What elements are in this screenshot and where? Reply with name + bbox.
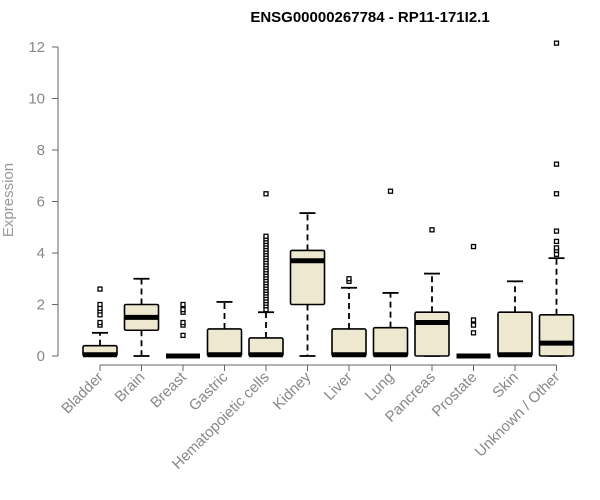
- x-tick-label: Bladder: [58, 369, 107, 418]
- box-liver: [331, 276, 367, 358]
- outlier-point: [553, 245, 560, 251]
- y-tick-label: 2: [37, 297, 45, 314]
- outlier-point: [263, 233, 269, 239]
- box-series: [82, 40, 575, 359]
- y-tick-label: 0: [37, 348, 45, 365]
- outlier-point: [553, 228, 560, 234]
- box-unknown-other: [538, 40, 575, 357]
- iqr-box: [538, 313, 575, 357]
- x-tick-label: Kidney: [270, 368, 315, 413]
- box-pancreas: [414, 227, 450, 357]
- iqr-box: [289, 249, 326, 306]
- iqr-box: [206, 328, 243, 357]
- box-prostate: [456, 243, 491, 359]
- y-tick-label: 8: [37, 142, 45, 159]
- box-kidney: [289, 212, 326, 357]
- outlier-point: [346, 276, 352, 282]
- y-tick-label: 10: [28, 91, 45, 108]
- iqr-box: [414, 311, 450, 357]
- x-tick-label: Breast: [147, 368, 190, 411]
- outlier-point: [97, 301, 103, 308]
- outlier-point: [470, 322, 477, 328]
- outlier-point: [180, 306, 186, 313]
- y-tick-label: 4: [37, 245, 45, 262]
- x-tick-label: Liver: [321, 369, 356, 404]
- y-axis-title: Expression: [0, 163, 17, 237]
- outlier-point: [553, 40, 560, 46]
- box-skin: [497, 280, 533, 358]
- box-brain: [123, 277, 160, 357]
- iqr-box: [372, 326, 409, 357]
- x-tick-label: Skin: [489, 369, 522, 402]
- box-breast: [166, 301, 200, 359]
- outlier-point: [553, 238, 560, 245]
- outlier-point: [470, 243, 477, 250]
- outlier-point: [180, 301, 186, 308]
- chart-title: ENSG00000267784 - RP11-171I2.1: [250, 9, 489, 26]
- box-lung: [372, 188, 409, 358]
- y-tick-label: 6: [37, 194, 45, 211]
- outlier-point: [553, 191, 560, 197]
- iqr-box: [497, 311, 533, 357]
- x-tick-label: Prostate: [429, 369, 481, 421]
- outlier-point: [180, 332, 186, 339]
- outlier-point: [97, 286, 103, 292]
- box-gastric: [206, 301, 243, 358]
- x-tick-label: Brain: [112, 369, 149, 406]
- outlier-point: [429, 227, 435, 233]
- outlier-point: [553, 161, 560, 167]
- outlier-point: [97, 319, 103, 326]
- outlier-point: [387, 188, 394, 194]
- y-axis: 0 2 4 6 8 10 12: [28, 39, 59, 365]
- iqr-box: [331, 328, 367, 357]
- outlier-point: [263, 191, 269, 197]
- outlier-point: [180, 319, 186, 326]
- y-tick-label: 12: [28, 39, 45, 56]
- box-hematopoietic-cells: [248, 191, 284, 358]
- outlier-point: [470, 330, 477, 336]
- x-tick-label: Lung: [362, 369, 398, 405]
- outlier-point: [470, 317, 477, 323]
- box-bladder: [82, 286, 118, 358]
